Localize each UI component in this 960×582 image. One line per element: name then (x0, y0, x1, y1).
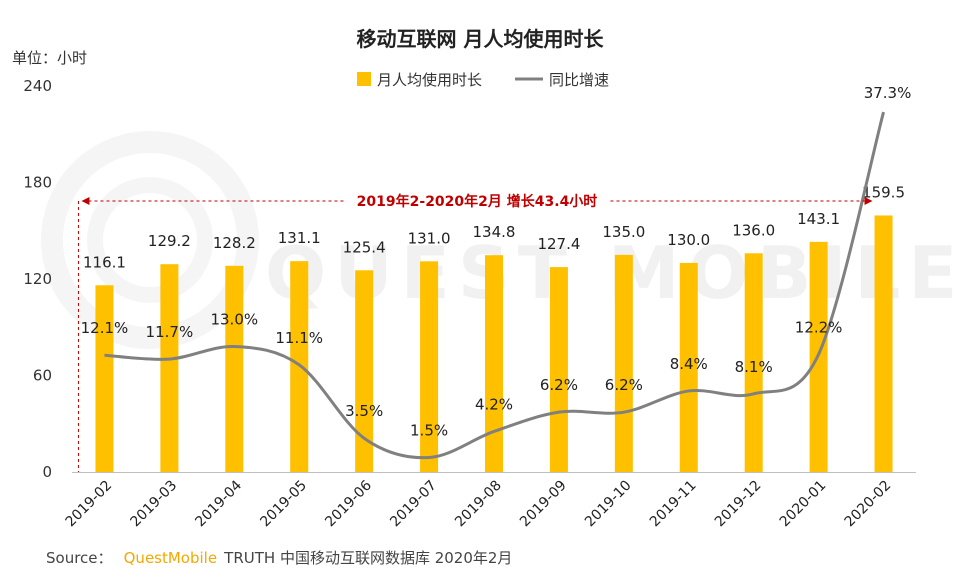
y-axis: 0 60 120 180 240 (23, 77, 52, 481)
bar-value-label: 131.1 (278, 229, 321, 247)
legend-line-label: 同比增速 (549, 71, 609, 89)
x-tick-label: 2019-07 (387, 478, 440, 531)
bar-value-label: 116.1 (83, 253, 126, 271)
y-tick-label: 180 (23, 174, 52, 192)
legend-bar-swatch (357, 72, 371, 86)
bar-value-label: 128.2 (213, 234, 256, 252)
bar-value-label: 134.8 (473, 223, 516, 241)
annotation: 2019年2-2020年2月 增长43.4小时 (77, 189, 873, 472)
bar (420, 261, 439, 472)
bar (744, 253, 763, 472)
growth-value-label: 37.3% (864, 84, 912, 102)
growth-value-label: 8.1% (735, 358, 773, 376)
x-tick-label: 2019-12 (712, 478, 765, 531)
growth-value-label: 11.1% (275, 329, 323, 347)
bar-value-label: 159.5 (862, 183, 905, 201)
bar (679, 262, 698, 472)
bar-value-label: 127.4 (537, 235, 580, 253)
source-rest: TRUTH 中国移动互联网数据库 2020年2月 (223, 549, 512, 567)
y-tick-label: 240 (23, 77, 52, 95)
bar-series: 116.1 129.2 128.2 131.1 125.4 131.0 134.8 127.4… (83, 183, 905, 473)
bar (160, 264, 179, 472)
bar (874, 215, 893, 473)
x-tick-label: 2019-02 (63, 478, 116, 531)
legend-bar-label: 月人均使用时长 (377, 71, 482, 89)
x-tick-label: 2019-03 (128, 478, 181, 531)
bar-value-label: 143.1 (797, 210, 840, 228)
bar (95, 285, 114, 472)
growth-value-label: 12.2% (795, 318, 843, 336)
watermark: QUEST MOBILE (41, 131, 960, 349)
x-axis: 2019-02 2019-03 2019-04 2019-05 2019-06 2019-… (63, 472, 916, 531)
x-tick-label: 2020-02 (842, 478, 895, 531)
bar-value-label: 130.0 (667, 231, 710, 249)
legend: 月人均使用时长 同比增速 (357, 71, 609, 89)
bar (549, 267, 568, 472)
growth-value-label: 4.2% (475, 395, 513, 413)
growth-value-label: 12.1% (81, 319, 129, 337)
line-series: 12.1% 11.7% 13.0% 11.1% 3.5% 1.5% 4.2% 6.2% 6.2%… (81, 84, 912, 460)
growth-value-label: 1.5% (410, 422, 448, 440)
bar-value-label: 125.4 (343, 238, 386, 256)
bar (485, 255, 503, 472)
growth-value-label: 6.2% (605, 376, 643, 394)
bar-value-label: 136.0 (732, 221, 775, 239)
bar (355, 270, 374, 472)
x-tick-label: 2019-11 (647, 478, 700, 531)
x-tick-label: 2019-09 (517, 478, 570, 531)
annotation-label-bg (345, 189, 609, 211)
y-tick-label: 0 (42, 463, 52, 481)
bar-value-label: 135.0 (602, 223, 645, 241)
growth-value-label: 13.0% (210, 311, 258, 329)
chart-title: 移动互联网 月人均使用时长 (357, 27, 605, 51)
bar (225, 265, 244, 472)
unit-label: 单位：小时 (12, 49, 87, 67)
growth-line (104, 111, 885, 460)
bar-value-label: 129.2 (148, 232, 191, 250)
x-tick-label: 2019-08 (452, 478, 505, 531)
x-tick-label: 2019-05 (257, 478, 310, 531)
x-tick-label: 2020-01 (777, 478, 830, 531)
x-tick-label: 2019-10 (582, 478, 635, 531)
source-line: Source： QuestMobile TRUTH 中国移动互联网数据库 202… (46, 548, 512, 567)
bar (614, 254, 633, 472)
source-prefix: Source： (46, 549, 113, 567)
bar-value-label: 131.0 (408, 229, 451, 247)
watermark-text: QUEST MOBILE (265, 231, 960, 315)
annotation-label: 2019年2-2020年2月 增长43.4小时 (357, 193, 598, 210)
growth-value-label: 8.4% (670, 355, 708, 373)
x-tick-label: 2019-06 (322, 477, 375, 530)
growth-value-label: 11.7% (146, 323, 194, 341)
y-tick-label: 120 (23, 270, 52, 288)
growth-value-label: 6.2% (540, 376, 578, 394)
growth-value-label: 3.5% (345, 402, 383, 420)
y-tick-label: 60 (33, 367, 52, 385)
source-brand: QuestMobile (124, 549, 217, 567)
x-tick-label: 2019-04 (192, 477, 245, 530)
